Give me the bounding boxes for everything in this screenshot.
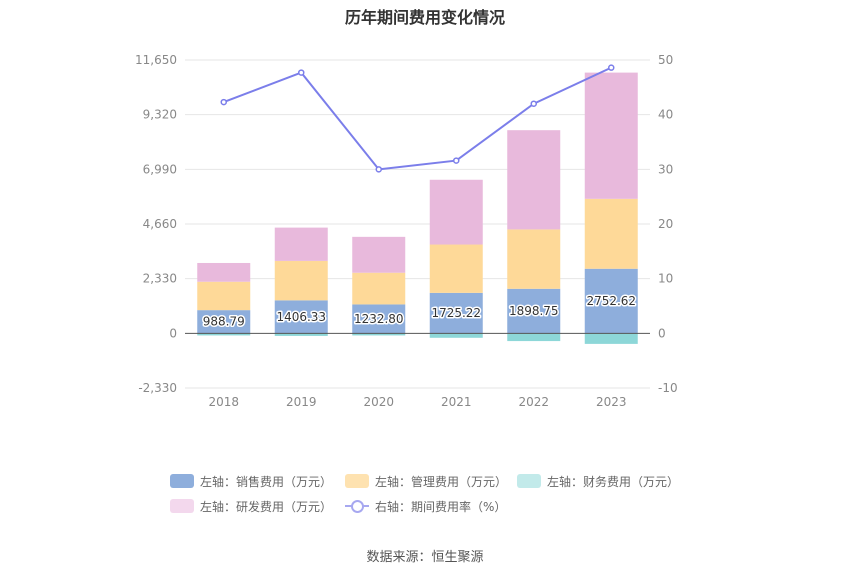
x-tick-label: 2019 — [286, 395, 317, 409]
right-tick-label: 40 — [658, 108, 673, 122]
bar-segment — [274, 227, 328, 261]
x-tick-label: 2020 — [363, 395, 394, 409]
bar-segment — [429, 244, 483, 293]
left-tick-label: -2,330 — [138, 381, 177, 395]
bar-data-label: 1232.80 — [354, 312, 404, 326]
right-tick-label: 0 — [658, 326, 666, 340]
expense-ratio-point — [453, 157, 460, 164]
expense-ratio-point — [220, 98, 227, 106]
source-note: 数据来源：恒生聚源 — [366, 550, 484, 565]
bar-segment — [429, 179, 483, 245]
x-tick-label: 2023 — [596, 395, 627, 409]
bar-segment — [584, 72, 638, 199]
legend-label-rnd: 左轴：研发费用（万元） — [200, 499, 333, 514]
legend-swatch-expense-ratio — [345, 499, 369, 513]
bar-data-label: 1725.22 — [431, 306, 481, 320]
x-tick-label: 2018 — [208, 395, 239, 409]
legend-label-admin: 左轴：管理费用（万元） — [375, 474, 508, 489]
bar-segment — [197, 262, 251, 282]
chart-plot: -2,330 0 2,330 4,660 6,990 9,320 11,650 -10 0 10 2… — [135, 53, 678, 409]
x-tick-label: 2021 — [441, 395, 472, 409]
legend-item-rnd[interactable]: 左轴：研发费用（万元） — [170, 497, 332, 515]
expense-ratio-point — [530, 100, 537, 107]
legend-swatch-admin — [345, 474, 369, 488]
bar-segment — [507, 229, 561, 289]
bar-segment — [584, 333, 638, 344]
bar-segment — [429, 292, 483, 334]
expense-ratio-point — [375, 166, 382, 173]
bar-data-label: 1406.33 — [276, 310, 326, 324]
bar-segment — [507, 288, 561, 334]
bar-segment — [584, 268, 638, 334]
bar-segment — [352, 333, 406, 336]
bar-segment — [197, 281, 251, 311]
bar-segment — [352, 304, 406, 334]
bar-segment — [274, 300, 328, 334]
left-tick-label: 11,650 — [135, 53, 177, 67]
bar-segment — [352, 236, 406, 273]
legend-label-finance: 左轴：财务费用（万元） — [547, 474, 680, 489]
legend-label-sales: 左轴：销售费用（万元） — [200, 474, 333, 489]
left-tick-label: 9,320 — [143, 108, 177, 122]
bar-segment — [274, 333, 328, 336]
bar-layer — [197, 72, 638, 344]
bar-data-label: 988.79 — [203, 315, 245, 329]
bar-segment — [507, 130, 561, 230]
bar-segment — [584, 198, 638, 269]
left-tick-label: 4,660 — [143, 217, 177, 231]
bar-segment — [352, 272, 406, 305]
chart-title: 历年期间费用变化情况 — [344, 8, 505, 27]
axis-layer: -2,330 0 2,330 4,660 6,990 9,320 11,650 -10 0 10 2… — [135, 53, 678, 409]
bar-segment — [274, 260, 328, 301]
grid-layer — [185, 59, 650, 389]
legend-item-admin[interactable]: 左轴：管理费用（万元） — [345, 472, 507, 490]
left-tick-label: 0 — [169, 326, 177, 340]
legend-item-finance[interactable]: 左轴：财务费用（万元） — [517, 472, 679, 490]
expense-ratio-point — [298, 69, 305, 76]
right-tick-label: 30 — [658, 162, 673, 176]
bar-segment — [507, 333, 561, 342]
right-tick-label: -10 — [658, 381, 678, 395]
bar-segment — [197, 333, 251, 336]
right-tick-label: 20 — [658, 217, 673, 231]
right-tick-label: 10 — [658, 272, 673, 286]
left-tick-label: 2,330 — [143, 272, 177, 286]
left-tick-label: 6,990 — [143, 162, 177, 176]
line-layer — [220, 64, 615, 173]
legend-item-sales[interactable]: 左轴：销售费用（万元） — [170, 472, 332, 490]
legend-swatch-finance — [517, 474, 541, 488]
legend-swatch-rnd — [170, 499, 194, 513]
legend-item-expense-ratio[interactable]: 右轴：期间费用率（%） — [345, 497, 506, 515]
bar-segment — [197, 310, 251, 334]
legend-swatch-sales — [170, 474, 194, 488]
x-tick-label: 2022 — [518, 395, 549, 409]
expense-ratio-point — [608, 64, 615, 71]
bar-data-label: 1898.75 — [509, 304, 559, 318]
label-layer: 988.79 1406.33 1232.80 1725.22 1898.75 2752.6… — [201, 293, 637, 331]
bar-data-label: 2752.62 — [586, 294, 636, 308]
legend-label-expense-ratio: 右轴：期间费用率（%） — [375, 499, 507, 514]
bar-segment — [429, 333, 483, 338]
right-tick-label: 50 — [658, 53, 673, 67]
expense-ratio-line — [223, 66, 612, 171]
